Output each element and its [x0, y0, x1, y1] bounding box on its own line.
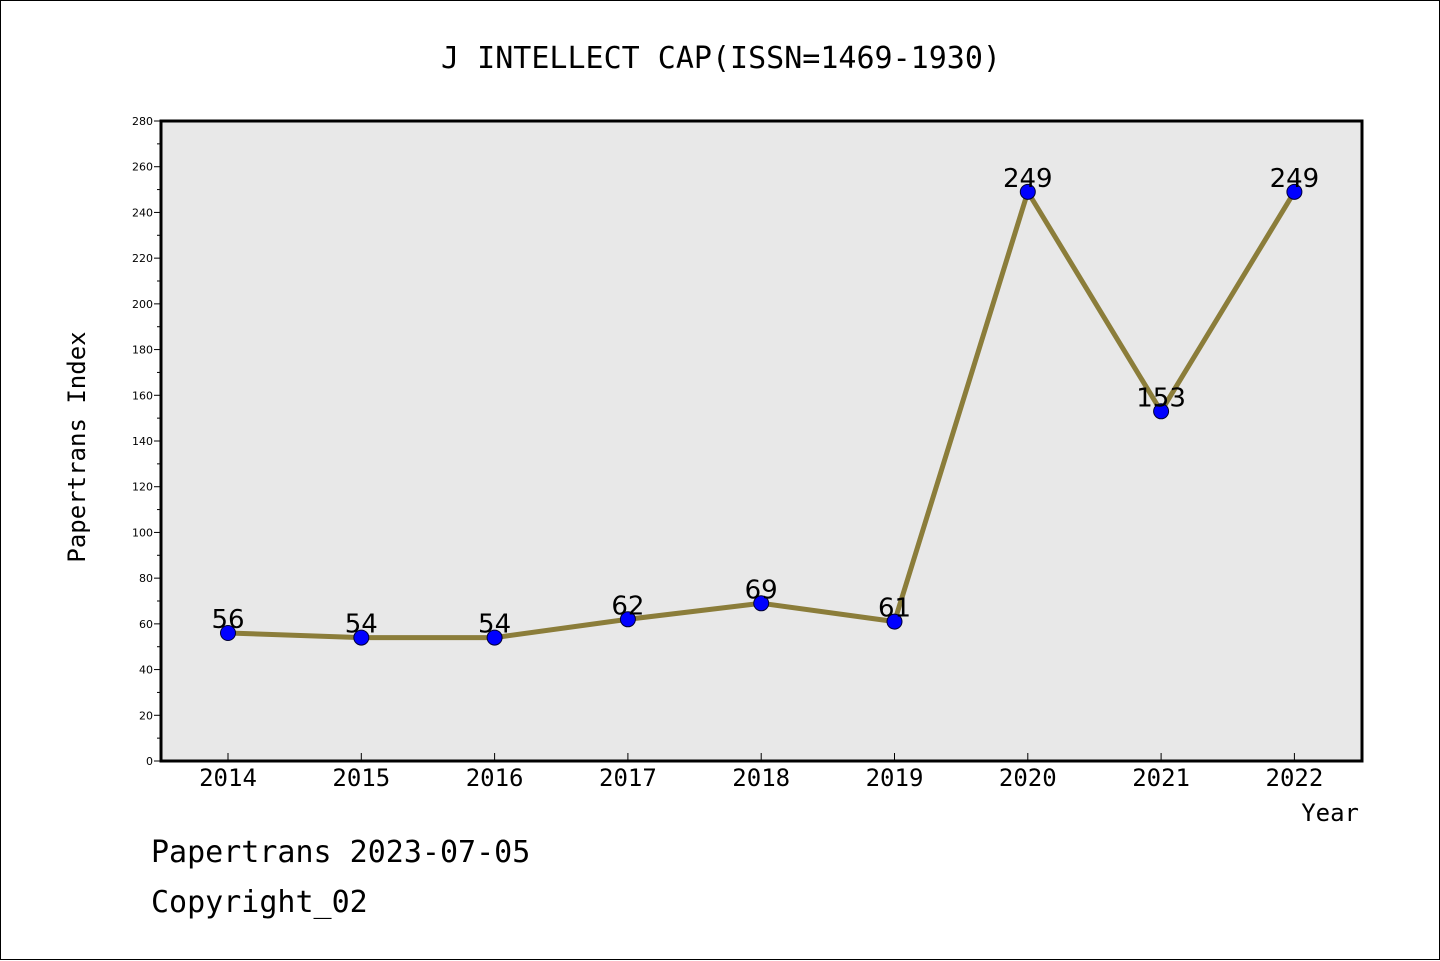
footer-copyright: Copyright_02: [151, 885, 368, 920]
footer-date: Papertrans 2023-07-05: [151, 835, 531, 870]
y-tick-label: 80: [139, 572, 153, 585]
data-label: 69: [745, 575, 778, 605]
data-point: [753, 595, 770, 612]
data-point: [220, 625, 236, 641]
data-label: 249: [1270, 164, 1320, 194]
y-tick-label: 120: [132, 481, 153, 494]
data-label: 61: [878, 594, 911, 624]
data-label: 62: [611, 591, 644, 621]
data-labels: 56 54 54 62 69 61 249 153 249: [211, 164, 1319, 640]
x-tick-label: 2019: [866, 764, 924, 792]
data-label: 56: [211, 605, 244, 635]
y-tick-label: 40: [139, 664, 153, 677]
y-tick-label: 140: [132, 435, 153, 448]
data-point: [353, 629, 370, 646]
x-axis-label: Year: [1301, 799, 1359, 827]
data-point: [1286, 183, 1303, 200]
x-tick-label: 2017: [599, 764, 657, 792]
x-tick-label: 2015: [332, 764, 390, 792]
x-tick-label: 2016: [466, 764, 524, 792]
data-label: 153: [1136, 383, 1186, 413]
y-tick-label: 260: [132, 161, 153, 174]
x-tick-label: 2022: [1266, 764, 1324, 792]
data-label: 249: [1003, 164, 1053, 194]
chart-title: J INTELLECT CAP(ISSN=1469-1930): [441, 41, 1001, 76]
y-tick-label: 220: [132, 252, 153, 265]
series: [220, 183, 1303, 646]
y-tick-label: 200: [132, 298, 153, 311]
y-tick-label: 100: [132, 526, 153, 539]
data-point: [1153, 403, 1170, 420]
y-axis: 0 20 40 60 80 100 120 140 160 180 200 220 240 260 280: [132, 115, 161, 768]
x-tick-label: 2014: [199, 764, 257, 792]
y-tick-label: 20: [139, 709, 153, 722]
y-tick-label: 240: [132, 206, 153, 219]
x-tick-label: 2021: [1132, 764, 1190, 792]
y-tick-label: 0: [146, 755, 153, 768]
x-tick-label: 2018: [732, 764, 790, 792]
y-tick-label: 160: [132, 389, 153, 402]
data-point: [486, 629, 503, 646]
x-tick-label: 2020: [999, 764, 1057, 792]
x-axis: 2014 2015 2016 2017 2018 2019 2020 2021 2022: [199, 753, 1323, 792]
plot-area: [159, 119, 1364, 763]
y-tick-label: 180: [132, 344, 153, 357]
data-point: [619, 611, 636, 628]
y-tick-label: 60: [139, 618, 153, 631]
y-axis-label: Papertrans Index: [63, 331, 91, 562]
data-point: [1019, 183, 1036, 200]
data-label: 54: [345, 610, 378, 640]
data-point: [886, 613, 903, 630]
data-label: 54: [478, 610, 511, 640]
y-tick-label: 280: [132, 115, 153, 128]
